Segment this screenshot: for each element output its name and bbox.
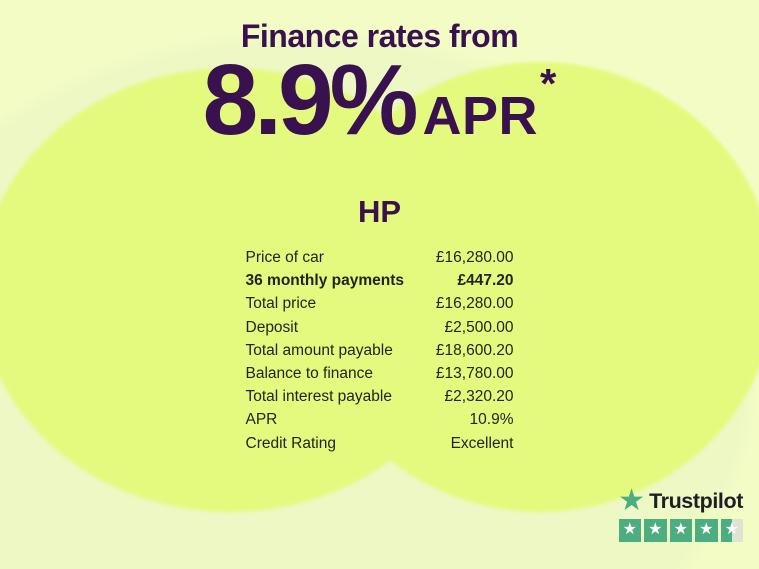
trustpilot-star-box: ★ [669, 519, 692, 542]
rate-value: 8.9% [202, 44, 419, 156]
row-label: Total amount payable [245, 341, 393, 359]
trustpilot-rating-stars: ★ ★ ★ ★ ★ [618, 519, 743, 542]
finance-table-row: Total price £16,280.00 [246, 292, 514, 315]
trustpilot-widget: ★ Trustpilot ★ ★ ★ ★ ★ [618, 484, 743, 542]
finance-table-row: 36 monthly payments £447.20 [246, 269, 514, 292]
row-value: £2,500.00 [444, 318, 514, 336]
background-blob-right [305, 62, 759, 512]
trustpilot-star-icon: ★ [618, 484, 646, 517]
rate-suffix: APR [422, 86, 539, 146]
page-title: Finance rates from [240, 18, 519, 54]
headline-rate: 8.9% APR * [0, 50, 759, 150]
row-value: £16,280.00 [435, 295, 514, 313]
trustpilot-star-box: ★ [644, 519, 667, 542]
finance-table-row: Credit Rating Excellent [246, 432, 514, 455]
row-label: Credit Rating [245, 434, 336, 452]
trustpilot-star-box: ★ [618, 519, 641, 542]
row-label: Total price [245, 295, 317, 313]
finance-table-row: Price of car £16,280.00 [246, 246, 514, 269]
finance-table-row: Total amount payable £18,600.20 [246, 339, 514, 362]
row-label: Balance to finance [245, 365, 374, 383]
row-value: £13,780.00 [435, 365, 514, 383]
row-value: £447.20 [457, 272, 514, 290]
row-value: Excellent [450, 434, 514, 452]
row-label: APR [245, 411, 278, 429]
rate-asterisk: * [540, 60, 557, 107]
row-value: £18,600.20 [435, 341, 514, 359]
row-label: 36 monthly payments [245, 272, 405, 290]
trustpilot-star-box: ★ [720, 519, 743, 542]
finance-table-row: APR 10.9% [246, 408, 514, 431]
row-value: £2,320.20 [444, 388, 514, 406]
finance-table-row: Total interest payable £2,320.20 [246, 385, 514, 408]
trustpilot-logo: ★ Trustpilot [618, 484, 743, 517]
row-label: Total interest payable [245, 388, 392, 406]
row-label: Price of car [245, 249, 324, 266]
product-heading: HP [357, 194, 402, 229]
row-value: £16,280.00 [435, 249, 514, 266]
row-label: Deposit [245, 318, 299, 336]
trustpilot-wordmark: Trustpilot [649, 488, 743, 513]
row-value: 10.9% [469, 411, 514, 429]
finance-table-row: Deposit £2,500.00 [246, 316, 514, 339]
trustpilot-star-box: ★ [695, 519, 718, 542]
finance-table-row: Balance to finance £13,780.00 [246, 362, 514, 385]
finance-table: Price of car £16,280.00 36 monthly payment… [246, 246, 514, 455]
